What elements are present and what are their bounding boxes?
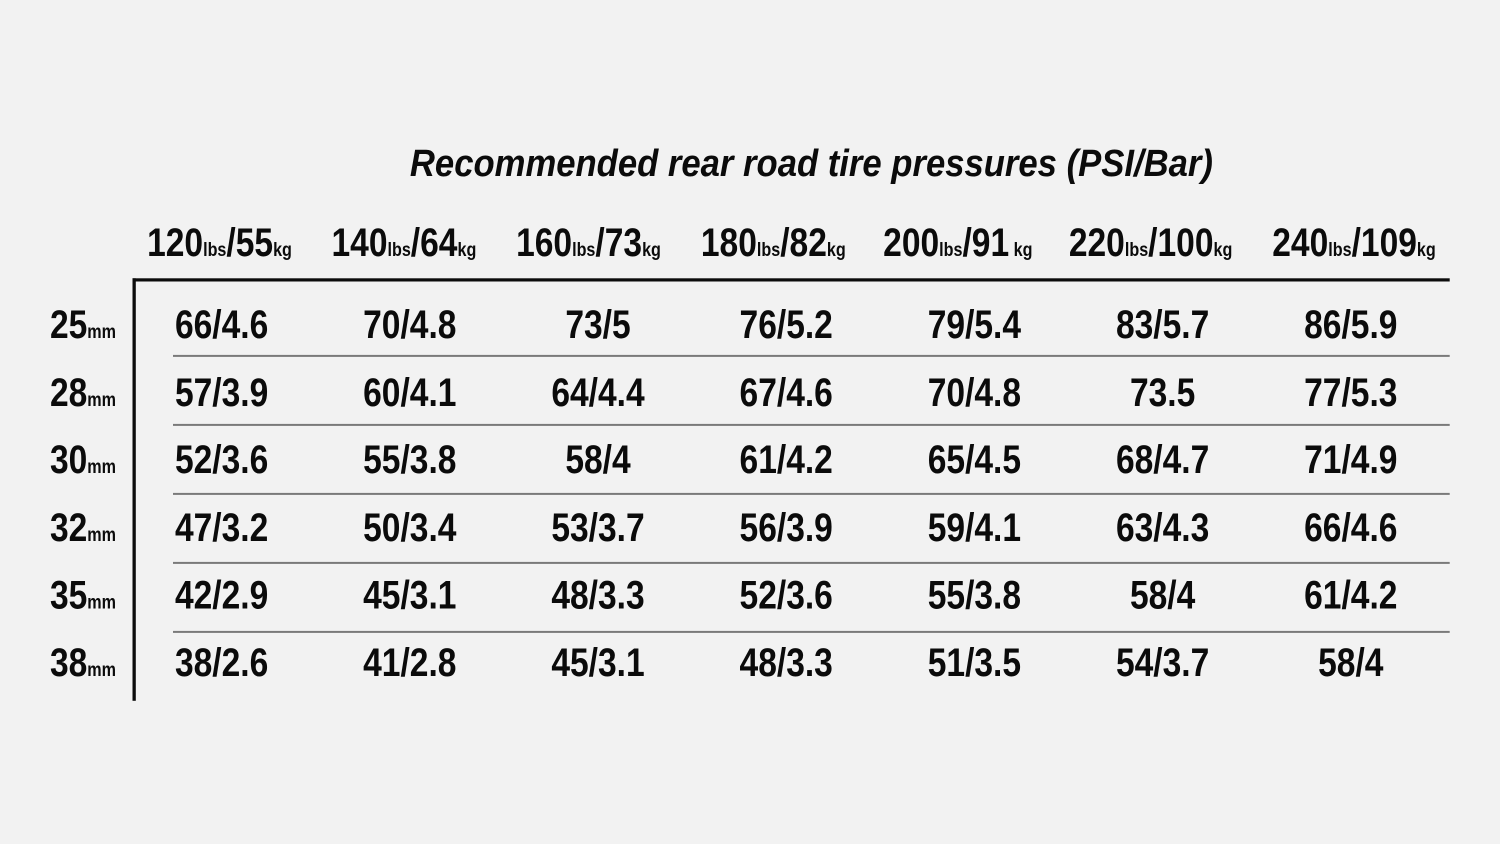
svg-text:42/2.9: 42/2.9 (175, 573, 268, 617)
svg-text:54/3.7: 54/3.7 (1116, 641, 1209, 685)
svg-text:86/5.9: 86/5.9 (1304, 302, 1397, 346)
svg-text:48/3.3: 48/3.3 (740, 641, 833, 685)
svg-text:70/4.8: 70/4.8 (363, 302, 456, 346)
svg-text:60/4.1: 60/4.1 (363, 370, 456, 414)
svg-text:140lbs/64kg: 140lbs/64kg (331, 220, 476, 264)
svg-text:73.5: 73.5 (1130, 370, 1195, 414)
svg-text:65/4.5: 65/4.5 (928, 438, 1021, 482)
svg-text:64/4.4: 64/4.4 (551, 370, 645, 414)
svg-text:76/5.2: 76/5.2 (740, 302, 833, 346)
svg-text:59/4.1: 59/4.1 (928, 505, 1021, 549)
svg-text:58/4: 58/4 (1130, 573, 1196, 617)
svg-text:47/3.2: 47/3.2 (175, 505, 268, 549)
svg-text:67/4.6: 67/4.6 (740, 370, 833, 414)
svg-text:68/4.7: 68/4.7 (1116, 438, 1209, 482)
svg-text:28mm: 28mm (50, 370, 116, 414)
svg-text:83/5.7: 83/5.7 (1116, 302, 1209, 346)
svg-text:45/3.1: 45/3.1 (551, 641, 644, 685)
svg-text:52/3.6: 52/3.6 (740, 573, 833, 617)
svg-text:56/3.9: 56/3.9 (740, 505, 833, 549)
svg-text:58/4: 58/4 (1318, 641, 1384, 685)
svg-text:73/5: 73/5 (565, 302, 630, 346)
svg-text:61/4.2: 61/4.2 (740, 438, 833, 482)
svg-text:55/3.8: 55/3.8 (363, 438, 456, 482)
svg-text:50/3.4: 50/3.4 (363, 505, 457, 549)
svg-text:77/5.3: 77/5.3 (1304, 370, 1397, 414)
svg-text:70/4.8: 70/4.8 (928, 370, 1021, 414)
svg-text:66/4.6: 66/4.6 (175, 302, 268, 346)
svg-text:41/2.8: 41/2.8 (363, 641, 456, 685)
svg-text:61/4.2: 61/4.2 (1304, 573, 1397, 617)
svg-text:57/3.9: 57/3.9 (175, 370, 268, 414)
svg-text:38/2.6: 38/2.6 (175, 641, 268, 685)
svg-text:55/3.8: 55/3.8 (928, 573, 1021, 617)
svg-text:53/3.7: 53/3.7 (551, 505, 644, 549)
svg-text:240lbs/109kg: 240lbs/109kg (1272, 220, 1436, 264)
svg-text:52/3.6: 52/3.6 (175, 438, 268, 482)
svg-text:220lbs/100kg: 220lbs/100kg (1069, 220, 1233, 264)
svg-text:63/4.3: 63/4.3 (1116, 505, 1209, 549)
svg-text:Recommended rear road tire pre: Recommended rear road tire pressures (PS… (410, 142, 1213, 185)
svg-text:51/3.5: 51/3.5 (928, 641, 1021, 685)
svg-text:58/4: 58/4 (565, 438, 631, 482)
svg-text:79/5.4: 79/5.4 (928, 302, 1022, 346)
svg-text:66/4.6: 66/4.6 (1304, 505, 1397, 549)
svg-text:48/3.3: 48/3.3 (551, 573, 644, 617)
svg-text:45/3.1: 45/3.1 (363, 573, 456, 617)
svg-text:71/4.9: 71/4.9 (1304, 438, 1397, 482)
